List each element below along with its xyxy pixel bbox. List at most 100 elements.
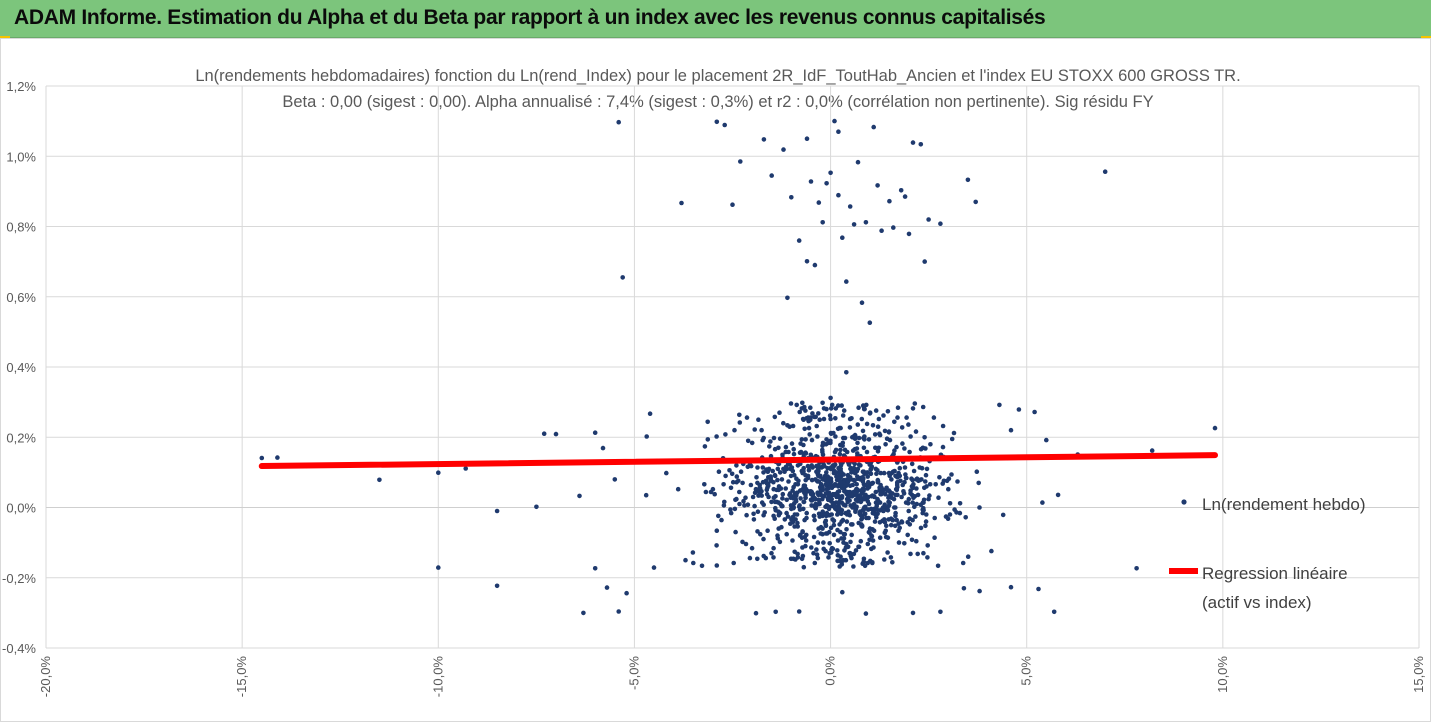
data-point	[841, 531, 847, 537]
data-point	[833, 416, 838, 421]
data-point	[824, 437, 829, 442]
data-point	[259, 455, 265, 461]
data-point	[784, 510, 789, 516]
data-point	[763, 555, 769, 561]
data-point	[911, 468, 917, 474]
data-point	[861, 406, 867, 412]
data-point	[777, 470, 783, 475]
data-point	[804, 136, 810, 141]
data-point	[534, 504, 539, 510]
chart-title-line-1: Ln(rendements hebdomadaires) fonction du…	[195, 67, 1240, 85]
data-point	[839, 536, 844, 541]
data-point	[803, 451, 809, 456]
x-tick-label: -10,0%	[430, 656, 445, 698]
data-point	[734, 496, 739, 502]
data-point	[906, 422, 911, 427]
data-point	[935, 563, 941, 569]
y-axis-tick-labels: -0,4% -0,2% 0,0% 0,2% 0,4% 0,6% 0,8% 1,0% 1,2%	[2, 79, 36, 656]
scatter-points	[259, 118, 1218, 616]
data-point	[921, 505, 926, 511]
data-point	[675, 486, 681, 492]
data-point	[816, 473, 821, 479]
x-tick-label: 5,0%	[1019, 656, 1034, 686]
chart-frame	[0, 38, 1431, 722]
data-point	[867, 530, 872, 536]
data-point	[806, 425, 812, 431]
data-point	[815, 540, 821, 545]
data-point	[827, 413, 833, 418]
data-point	[806, 468, 812, 473]
data-point	[761, 536, 766, 542]
data-point	[865, 507, 871, 512]
data-point	[861, 559, 866, 564]
data-point	[866, 479, 871, 485]
data-point	[740, 539, 745, 545]
x-tick-label: 15,0%	[1411, 656, 1426, 693]
data-point	[801, 468, 806, 473]
data-point	[1102, 169, 1108, 174]
data-point	[733, 529, 738, 535]
data-point	[812, 560, 818, 566]
data-point	[784, 497, 789, 503]
data-point	[854, 482, 859, 487]
data-point	[881, 413, 886, 418]
data-point	[912, 504, 917, 510]
data-point	[761, 512, 766, 518]
data-point	[911, 495, 916, 501]
data-point	[889, 470, 894, 476]
data-point	[923, 523, 928, 529]
data-point	[860, 475, 865, 481]
data-point	[877, 431, 882, 437]
data-point	[885, 535, 891, 540]
data-point	[918, 446, 924, 452]
data-point	[722, 499, 727, 505]
data-point	[829, 402, 835, 408]
data-point	[777, 436, 783, 442]
data-point	[817, 417, 822, 423]
data-point	[875, 449, 881, 454]
data-point	[808, 497, 814, 503]
data-point	[875, 479, 881, 485]
data-point	[894, 487, 900, 493]
data-point	[769, 499, 774, 505]
x-tick-label: -5,0%	[626, 656, 641, 690]
data-point	[776, 509, 781, 514]
data-point	[931, 415, 937, 420]
data-point	[837, 476, 842, 482]
data-point	[862, 505, 867, 510]
data-point	[926, 217, 931, 222]
data-point	[847, 425, 853, 430]
data-point	[906, 231, 912, 237]
data-point	[766, 494, 771, 500]
data-point	[889, 477, 894, 482]
data-point	[903, 472, 908, 477]
data-point	[847, 550, 853, 556]
data-point	[705, 419, 710, 425]
data-point	[761, 137, 767, 142]
data-point	[841, 435, 846, 441]
data-point	[776, 487, 781, 493]
data-point	[737, 412, 742, 418]
data-point	[716, 469, 722, 475]
x-tick-label: 0,0%	[823, 656, 838, 686]
data-point	[916, 478, 921, 484]
data-point	[553, 431, 559, 437]
data-point	[893, 513, 898, 519]
data-point	[828, 395, 833, 401]
data-point	[856, 544, 861, 550]
data-point	[866, 437, 872, 442]
data-point	[863, 482, 868, 488]
data-point	[818, 524, 824, 530]
data-point	[771, 479, 776, 485]
data-point	[848, 492, 854, 498]
data-point	[850, 522, 855, 527]
data-point	[926, 496, 931, 502]
data-point	[816, 511, 822, 517]
data-point	[773, 609, 778, 615]
data-point	[754, 475, 759, 480]
data-point	[887, 437, 893, 443]
data-point	[783, 486, 788, 491]
data-point	[989, 548, 994, 554]
data-point	[1040, 500, 1045, 505]
data-point	[909, 484, 915, 489]
